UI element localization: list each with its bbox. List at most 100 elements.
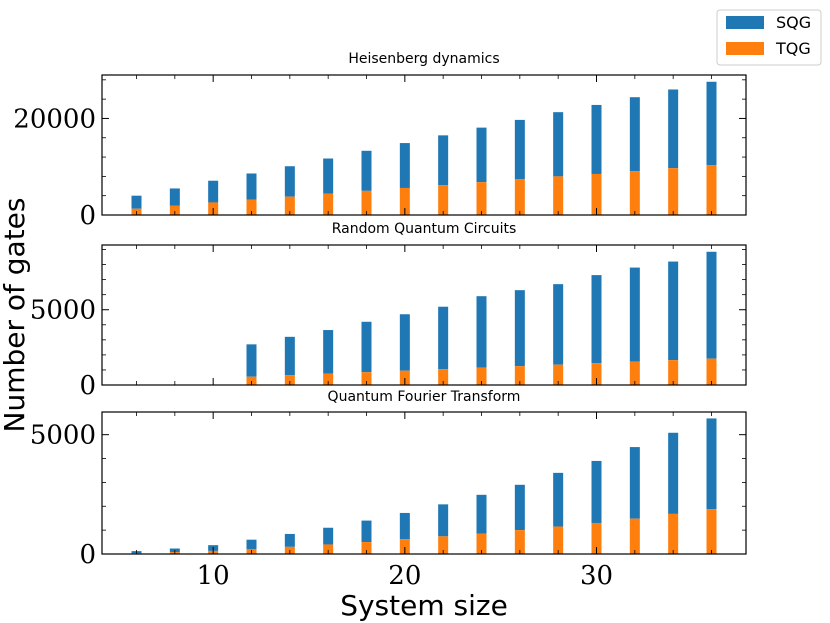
bar-tqg: [438, 536, 449, 554]
x-tick-label: 20: [388, 561, 421, 591]
panel-title: Heisenberg dynamics: [348, 51, 499, 67]
legend-sqg-swatch: [726, 16, 764, 29]
y-axis-label: Number of gates: [0, 198, 31, 433]
panel-1: Heisenberg dynamics 0 20000: [13, 51, 747, 231]
bar-tqg: [629, 171, 640, 215]
panel-frame: [101, 244, 747, 386]
bar-sqg: [323, 330, 334, 374]
bar-sqg: [323, 158, 334, 194]
y-tick-label: 5000: [30, 296, 96, 326]
bar-tqg: [591, 522, 602, 554]
bar-sqg: [399, 143, 410, 188]
bar-tqg: [323, 373, 334, 385]
legend: SQG TQG: [716, 9, 822, 66]
bar-tqg: [668, 168, 679, 215]
bar-sqg: [706, 251, 717, 359]
bar-tqg: [591, 363, 602, 385]
bar-sqg: [514, 290, 525, 367]
bar-sqg: [438, 135, 449, 186]
bar-sqg: [668, 89, 679, 169]
bar-tqg: [246, 376, 257, 385]
bar-sqg: [438, 504, 449, 537]
bar-sqg: [361, 321, 372, 373]
bar-sqg: [553, 112, 564, 177]
bar-sqg: [476, 296, 487, 368]
bar-sqg: [284, 336, 295, 376]
bar-sqg: [706, 418, 717, 510]
bar-tqg: [553, 176, 564, 215]
bar-sqg: [246, 173, 257, 200]
bar-sqg: [591, 104, 602, 174]
panel-2: Random Quantum Circuits 0 5000: [30, 221, 747, 401]
bar-tqg: [553, 364, 564, 385]
bar-sqg: [668, 432, 679, 514]
bar-sqg: [361, 520, 372, 543]
bar-sqg: [514, 484, 525, 531]
bar-tqg: [514, 179, 525, 215]
bar-sqg: [284, 533, 295, 547]
panel-title: Random Quantum Circuits: [332, 221, 517, 237]
bar-sqg: [246, 344, 257, 377]
bar-sqg: [399, 314, 410, 371]
bar-tqg: [284, 375, 295, 385]
bar-tqg: [169, 205, 180, 215]
bar-tqg: [706, 509, 717, 554]
x-tick-label: 10: [197, 561, 230, 591]
bar-tqg: [591, 173, 602, 215]
bar-tqg: [476, 182, 487, 215]
bar-tqg: [361, 372, 372, 385]
bar-tqg: [438, 185, 449, 215]
bar-tqg: [246, 199, 257, 215]
legend-tqg-swatch: [726, 42, 764, 55]
bar-tqg: [399, 187, 410, 215]
x-tick-label: 30: [580, 561, 613, 591]
x-axis-label: System size: [340, 589, 508, 622]
bar-tqg: [514, 366, 525, 385]
bar-tqg: [668, 360, 679, 385]
panel-3: Quantum Fourier Transform 0 5000 10 20 30: [30, 389, 747, 591]
bar-sqg: [553, 284, 564, 365]
bar-sqg: [323, 527, 334, 545]
bar-sqg: [629, 267, 640, 362]
bar-sqg: [629, 97, 640, 172]
bar-sqg: [514, 119, 525, 180]
bar-sqg: [208, 180, 219, 203]
bar-tqg: [668, 513, 679, 554]
y-tick-label: 0: [79, 201, 96, 231]
bar-tqg: [361, 190, 372, 215]
panel-frame: [101, 411, 747, 555]
bar-tqg: [399, 539, 410, 554]
panel-title: Quantum Fourier Transform: [328, 389, 521, 405]
bar-tqg: [514, 530, 525, 554]
bar-tqg: [438, 369, 449, 385]
bar-sqg: [246, 539, 257, 549]
bar-sqg: [591, 460, 602, 523]
bar-sqg: [438, 306, 449, 370]
panel-frame: [101, 74, 747, 216]
bar-tqg: [323, 544, 334, 554]
y-tick-label: 20000: [13, 104, 96, 134]
legend-sqg-label: SQG: [776, 13, 811, 32]
bar-sqg: [476, 494, 487, 534]
bar-sqg: [553, 472, 564, 527]
bar-tqg: [706, 358, 717, 385]
bar-tqg: [361, 542, 372, 554]
bar-tqg: [629, 361, 640, 385]
bar-sqg: [284, 166, 295, 197]
bar-sqg: [131, 195, 142, 209]
bar-sqg: [169, 188, 180, 206]
bar-sqg: [476, 127, 487, 183]
bar-tqg: [553, 526, 564, 554]
bar-tqg: [706, 165, 717, 215]
bar-tqg: [629, 518, 640, 554]
y-tick-label: 0: [79, 540, 96, 570]
y-tick-label: 0: [79, 371, 96, 401]
bar-sqg: [591, 275, 602, 364]
bar-sqg: [706, 81, 717, 166]
bar-sqg: [668, 261, 679, 361]
panels: Heisenberg dynamics 0 20000 Random Quantum …: [13, 51, 747, 591]
bar-tqg: [399, 370, 410, 385]
bar-sqg: [629, 447, 640, 519]
y-tick-label: 5000: [30, 421, 96, 451]
